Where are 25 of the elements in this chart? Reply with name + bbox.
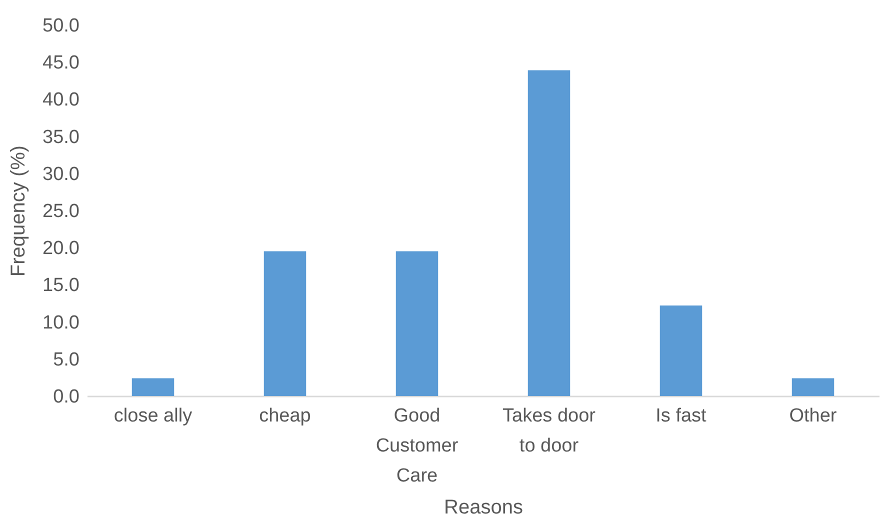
y-tick-label: 25.0 bbox=[42, 201, 80, 222]
y-tick-label: 10.0 bbox=[42, 312, 80, 334]
x-tick-label: Takes door to door bbox=[502, 406, 596, 456]
y-tick-label: 15.0 bbox=[42, 275, 80, 296]
x-tick-label: Good Customer Care bbox=[376, 406, 459, 486]
y-tick-label: 0.0 bbox=[53, 386, 80, 408]
bar bbox=[132, 378, 174, 396]
x-tick-label: close ally bbox=[114, 406, 193, 426]
x-tick-label: Is fast bbox=[656, 406, 708, 426]
x-tick-label: cheap bbox=[259, 406, 311, 426]
y-tick-label: 35.0 bbox=[42, 126, 80, 148]
bar bbox=[264, 251, 306, 396]
x-tick-label: Other bbox=[789, 406, 838, 426]
y-tick-label: 40.0 bbox=[42, 90, 80, 111]
bar bbox=[660, 305, 702, 396]
y-axis-title: Frequency (%) bbox=[8, 145, 30, 277]
y-tick-label: 5.0 bbox=[53, 349, 80, 370]
y-tick-label: 50.0 bbox=[42, 16, 80, 36]
x-axis-title: Reasons bbox=[444, 496, 523, 518]
bar bbox=[792, 378, 834, 396]
y-tick-label: 45.0 bbox=[42, 52, 80, 74]
y-tick-label: 30.0 bbox=[42, 164, 80, 185]
bar bbox=[396, 251, 438, 396]
y-tick-label: 20.0 bbox=[42, 238, 80, 260]
bar bbox=[528, 70, 570, 396]
